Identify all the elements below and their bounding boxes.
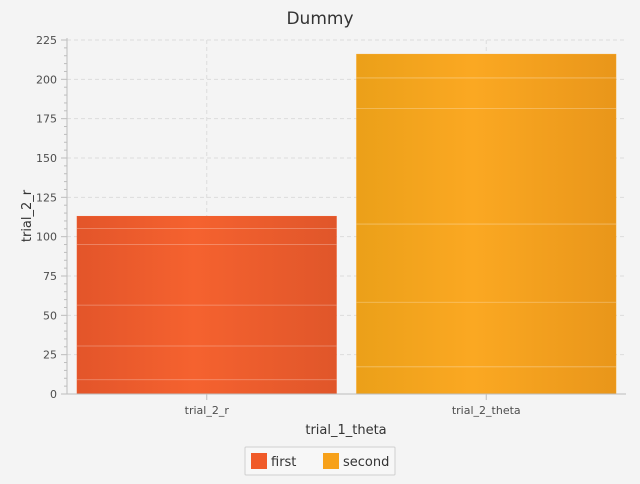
legend: first second [244, 446, 396, 476]
legend-swatch-second [323, 453, 339, 469]
y-tick-label-125: 125 [36, 191, 57, 204]
y-tick-label-75: 75 [43, 270, 57, 283]
y-axis-title: trial_2_r [20, 189, 35, 242]
bar-first-trial_2_r [76, 215, 337, 395]
y-tick-label-100: 100 [36, 231, 57, 244]
bars-group [76, 53, 617, 395]
y-tick-label-175: 175 [36, 113, 57, 126]
x-tick-label-trial_2_theta: trial_2_theta [452, 404, 521, 417]
legend-box [244, 446, 396, 476]
y-tick-label-225: 225 [36, 34, 57, 47]
x-axis-title: trial_1_theta [305, 423, 386, 438]
legend-label-second: second [343, 455, 389, 470]
chart-title: Dummy [286, 9, 353, 29]
legend-swatch-first [251, 453, 267, 469]
axes-group: 0 25 50 75 100 125 150 175 200 225 trial_2_r trial_… [36, 34, 626, 417]
bar-second-trial_2_theta [356, 53, 617, 395]
y-tick-label-0: 0 [50, 388, 57, 401]
y-tick-label-50: 50 [43, 309, 57, 322]
x-tick-label-trial_2_r: trial_2_r [185, 404, 230, 417]
y-tick-label-25: 25 [43, 349, 57, 362]
y-tick-label-150: 150 [36, 152, 57, 165]
legend-label-first: first [271, 455, 296, 470]
y-tick-label-200: 200 [36, 73, 57, 86]
